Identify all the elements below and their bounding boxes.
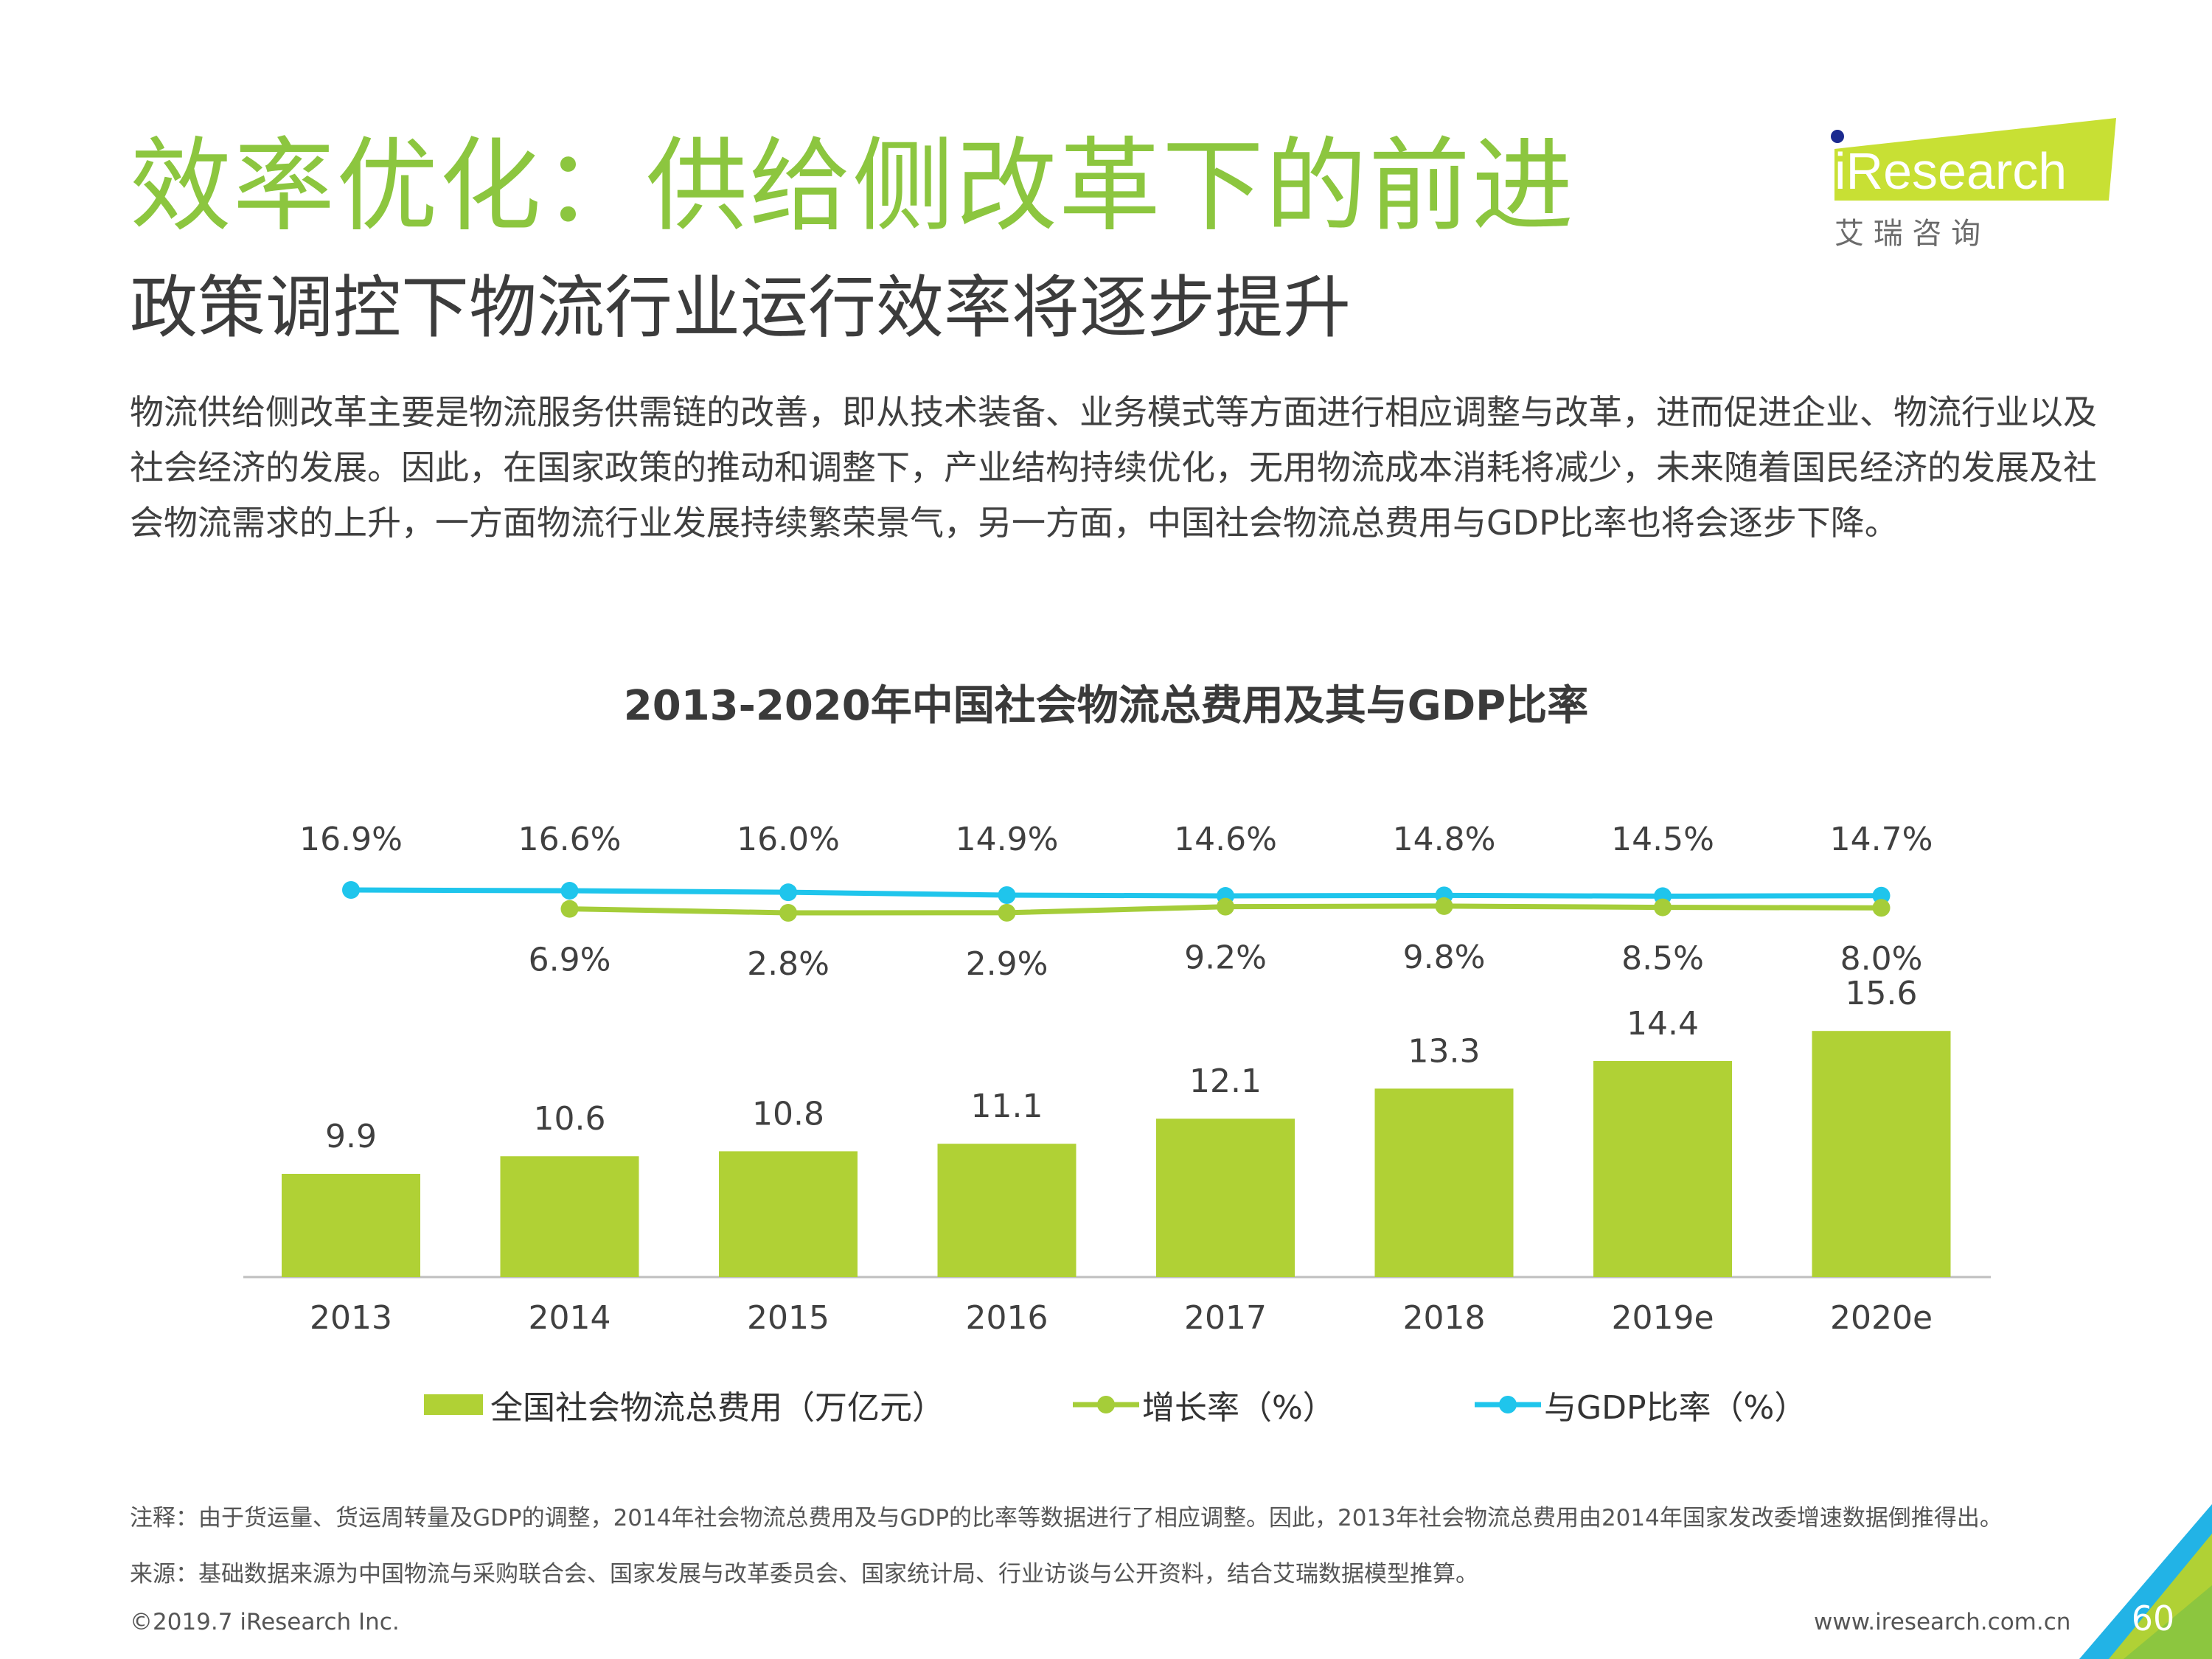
growth-rate-label-2019e: 8.5%	[1621, 940, 1704, 978]
bar-2020e	[1812, 1031, 1951, 1277]
x-tick-2018: 2018	[1403, 1299, 1486, 1337]
bar-label-2018: 13.3	[1408, 1032, 1481, 1070]
growth-rate-label-2018: 9.8%	[1403, 939, 1486, 976]
growth-rate-point-2018	[1435, 897, 1453, 915]
growth-rate-label-2020e: 8.0%	[1840, 940, 1923, 978]
gdp-ratio-label-2016: 14.9%	[956, 821, 1059, 858]
logo-tagline: 艾 瑞 咨 询	[1834, 217, 1980, 251]
gdp-ratio-point-2014	[560, 882, 579, 900]
growth-rate-label-2015: 2.8%	[747, 945, 830, 983]
bar-label-2019e: 14.4	[1627, 1005, 1699, 1043]
chart-title: 2013-2020年中国社会物流总费用及其与GDP比率	[623, 682, 1589, 730]
bar-label-2020e: 15.6	[1846, 975, 1918, 1012]
growth-rate-point-2020e	[1872, 899, 1891, 917]
growth-rate-point-2019e	[1654, 898, 1672, 917]
x-tick-2015: 2015	[747, 1299, 830, 1337]
legend-item-gdp-ratio: 与GDP比率（%）	[1475, 1382, 1806, 1427]
page-title: 效率优化：供给侧改革下的前进	[130, 127, 1576, 246]
gdp-ratio-label-2013: 16.9%	[299, 821, 403, 858]
bar-2017	[1156, 1119, 1295, 1277]
gdp-ratio-label-2019e: 14.5%	[1611, 821, 1714, 858]
copyright: ©2019.7 iResearch Inc.	[130, 1609, 400, 1635]
source-note: 来源：基础数据来源为中国物流与采购联合会、国家发展与改革委员会、国家统计局、行业…	[130, 1561, 1478, 1587]
legend-line-swatch-green	[1073, 1396, 1139, 1413]
gdp-ratio-point-2020e	[1872, 886, 1891, 905]
gdp-ratio-label-2020e: 14.7%	[1830, 821, 1933, 858]
logo-brand: iResearch	[1834, 142, 2067, 200]
growth-rate-label-2014: 6.9%	[529, 942, 611, 979]
bar-2015	[719, 1151, 858, 1277]
bar-2018	[1374, 1088, 1514, 1277]
gdp-ratio-line	[350, 887, 1882, 899]
gdp-ratio-label-2015: 16.0%	[737, 821, 840, 858]
iresearch-logo: iResearch 艾 瑞 咨 询	[1831, 118, 2116, 251]
legend-bar-swatch	[424, 1394, 483, 1415]
x-tick-2013: 2013	[310, 1299, 392, 1337]
x-tick-2019e: 2019e	[1611, 1299, 1714, 1337]
growth-rate-label-2017: 9.2%	[1184, 939, 1267, 977]
legend-label-gdp-ratio: 与GDP比率（%）	[1544, 1389, 1807, 1427]
chart-plot: 9.9 10.6 10.8 11.1 12.1 13.3 14.4 15.6 16.9% 16.…	[243, 821, 1991, 1337]
gdp-ratio-point-2015	[779, 883, 797, 902]
legend-item-growth: 增长率（%）	[1073, 1382, 1335, 1427]
bar-label-2014: 10.6	[534, 1100, 606, 1138]
legend-item-cost: 全国社会物流总费用（万亿元）	[424, 1382, 945, 1427]
legend-label-cost: 全国社会物流总费用（万亿元）	[490, 1389, 945, 1427]
gdp-ratio-point-2013	[342, 881, 360, 899]
bar-2014	[500, 1156, 639, 1277]
bar-label-2016: 11.1	[971, 1088, 1043, 1125]
gdp-ratio-label-2018: 14.8%	[1393, 821, 1496, 858]
intro-paragraph: 物流供给侧改革主要是物流服务供需链的改善，即从技术装备、业务模式等方面进行相应调…	[130, 392, 2097, 543]
growth-rate-label-2016: 2.9%	[966, 945, 1048, 983]
page-subtitle: 政策调控下物流行业运行效率将逐步提升	[130, 268, 1352, 347]
x-tick-2017: 2017	[1184, 1299, 1267, 1337]
website-link[interactable]: www.iresearch.com.cn	[1814, 1609, 2071, 1635]
bar-label-2017: 12.1	[1189, 1062, 1262, 1100]
bar-label-2013: 9.9	[325, 1118, 377, 1155]
bar-2019e	[1593, 1061, 1732, 1277]
page-number: 60	[2131, 1599, 2175, 1638]
x-tick-2020e: 2020e	[1830, 1299, 1933, 1337]
gdp-ratio-label-2014: 16.6%	[518, 821, 622, 858]
gdp-ratio-point-2016	[998, 886, 1016, 904]
bar-label-2015: 10.8	[752, 1095, 824, 1133]
legend-line-swatch-blue	[1475, 1396, 1541, 1413]
growth-rate-point-2015	[779, 904, 797, 922]
footnote: 注释：由于货运量、货运周转量及GDP的调整，2014年社会物流总费用及与GDP的…	[130, 1505, 2003, 1531]
growth-rate-point-2016	[998, 903, 1016, 922]
growth-rate-point-2014	[560, 900, 579, 918]
x-tick-2016: 2016	[966, 1299, 1048, 1337]
corner-decoration	[2079, 1504, 2212, 1659]
legend-label-growth: 增长率（%）	[1142, 1389, 1335, 1427]
gdp-ratio-label-2017: 14.6%	[1174, 821, 1277, 858]
growth-rate-point-2017	[1217, 897, 1234, 916]
x-tick-2014: 2014	[529, 1299, 611, 1337]
bar-2016	[937, 1144, 1077, 1277]
bar-2013	[282, 1174, 420, 1277]
